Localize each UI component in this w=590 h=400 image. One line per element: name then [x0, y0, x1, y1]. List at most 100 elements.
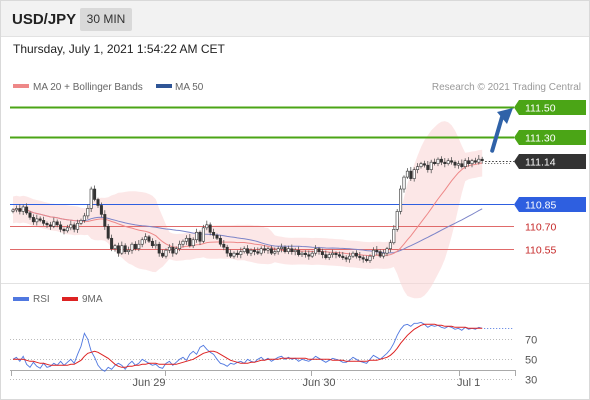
candle-body — [239, 251, 243, 255]
candle — [416, 163, 420, 174]
candle — [55, 219, 59, 228]
candle-body — [62, 229, 66, 232]
candle-body — [188, 237, 192, 247]
candle-body — [399, 188, 403, 212]
candle — [242, 246, 246, 254]
candle — [222, 240, 226, 251]
candle — [269, 245, 273, 255]
candle-body — [164, 249, 168, 257]
price-label-box-111-30 — [514, 130, 586, 145]
ma50-legend-swatch — [156, 84, 172, 88]
candle-body — [460, 163, 464, 167]
candle-body — [48, 224, 52, 227]
candle-body — [99, 205, 103, 215]
candle-body — [341, 255, 345, 258]
rsi-ma-legend-label: 9MA — [82, 294, 103, 305]
candle-body — [106, 226, 110, 239]
candle — [324, 250, 328, 260]
ma50-legend-label: MA 50 — [175, 82, 204, 93]
candle-body — [52, 221, 56, 227]
candle — [116, 242, 120, 257]
candle-body — [324, 254, 328, 258]
candle-body — [140, 239, 144, 245]
candle — [76, 219, 80, 233]
candle-body — [416, 166, 420, 170]
rsi-ma-legend-swatch — [62, 297, 78, 301]
candle-body — [82, 215, 86, 221]
bollinger-bands — [13, 121, 483, 299]
candle-body — [229, 252, 233, 257]
candle — [89, 186, 93, 213]
forecast-arrow-icon — [490, 108, 513, 153]
candle-body — [212, 231, 216, 236]
research-credit: Research © 2021 Trading Central — [432, 82, 581, 93]
candle — [371, 247, 375, 260]
candle — [25, 203, 29, 215]
candle — [38, 216, 42, 223]
candle-body — [72, 224, 76, 230]
candle — [110, 234, 114, 252]
candle — [467, 157, 471, 167]
candle-body — [351, 252, 355, 257]
price-label-box-111-14 — [514, 154, 586, 169]
candle — [218, 235, 222, 247]
candle — [446, 158, 450, 166]
candle-body — [130, 243, 134, 251]
candle-body — [218, 237, 222, 245]
candle — [31, 214, 35, 225]
candle — [249, 248, 253, 257]
candle — [399, 185, 403, 215]
candle-body — [201, 227, 205, 242]
candle — [14, 205, 18, 213]
candle — [385, 246, 389, 257]
symbol-title: USD/JPY — [12, 11, 77, 28]
candle-body — [473, 160, 477, 163]
candle-body — [286, 248, 290, 252]
candle-body — [358, 255, 362, 258]
candle — [198, 230, 202, 245]
candle-body — [167, 246, 171, 251]
candle-body — [273, 251, 277, 254]
candle — [317, 246, 321, 255]
candle-body — [307, 254, 311, 257]
candle — [232, 251, 236, 259]
candle-body — [436, 158, 440, 164]
candle-body — [422, 163, 426, 166]
price-label-box-110-85 — [514, 197, 586, 212]
candle-body — [334, 252, 338, 255]
candle-body — [480, 158, 484, 161]
candle-body — [456, 163, 460, 166]
candle — [154, 240, 158, 249]
candle-body — [419, 163, 423, 167]
timeframe-button[interactable]: 30 MIN — [80, 8, 132, 31]
candle — [96, 197, 100, 208]
candle — [358, 251, 362, 261]
candle — [341, 251, 345, 261]
candle — [382, 249, 386, 259]
forecast-arrow-head — [497, 108, 513, 124]
rsi-tick-label-30: 30 — [525, 375, 537, 387]
candle-body — [116, 245, 120, 254]
candle — [52, 217, 56, 229]
candle — [208, 222, 212, 236]
candle — [99, 202, 103, 218]
candle — [290, 244, 294, 255]
candle-body — [110, 237, 114, 250]
candle — [137, 240, 141, 252]
x-tick-label: Jul 1 — [457, 377, 480, 389]
ma20-legend-label: MA 20 + Bollinger Bands — [33, 82, 143, 93]
moving-averages — [12, 162, 510, 257]
candle-body — [35, 218, 39, 223]
candle — [412, 167, 416, 182]
candle-body — [263, 248, 267, 251]
candle-body — [89, 188, 93, 209]
candle — [127, 246, 131, 255]
candle — [453, 160, 457, 169]
rsi-legend-swatch — [13, 297, 29, 301]
rsi-panel: 70 50 30 — [10, 321, 537, 387]
candle — [473, 157, 477, 164]
candle-body — [242, 248, 246, 252]
candle-body — [157, 243, 161, 254]
candle-body — [297, 249, 301, 255]
candle-body — [11, 209, 15, 212]
